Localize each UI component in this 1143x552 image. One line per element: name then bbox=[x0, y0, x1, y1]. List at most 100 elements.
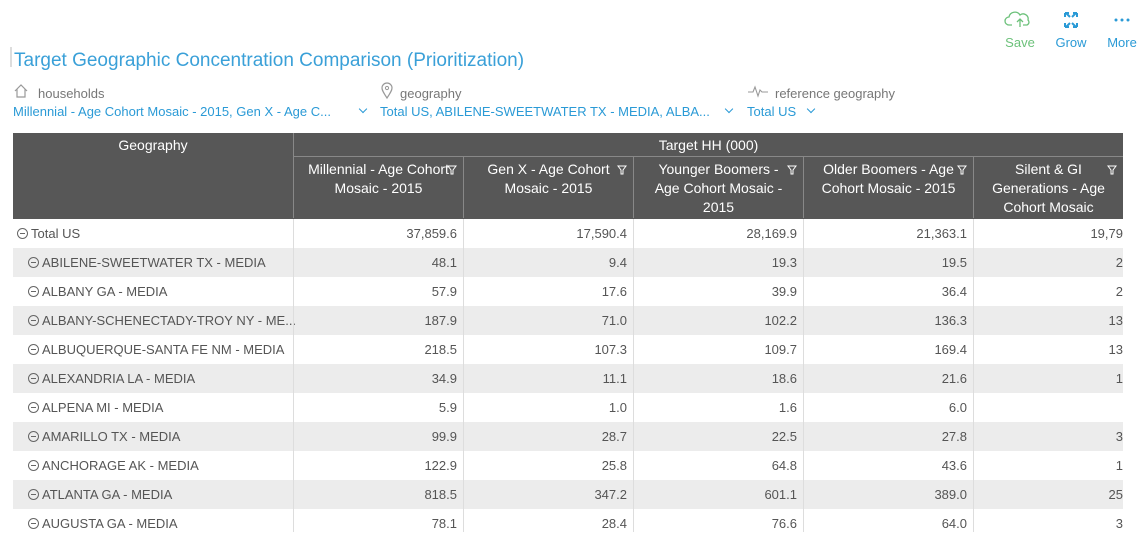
filter-value[interactable]: Total US, ABILENE-SWEETWATER TX - MEDIA,… bbox=[380, 104, 710, 119]
collapse-icon[interactable] bbox=[28, 460, 39, 471]
table-cell: 6.0 bbox=[803, 393, 973, 422]
filter-label: households bbox=[38, 86, 105, 101]
table-cell: 19,79 bbox=[973, 219, 1123, 248]
table-cell: 43.6 bbox=[803, 451, 973, 480]
table-cell: 1 bbox=[973, 451, 1123, 480]
table-cell bbox=[973, 393, 1123, 422]
table-cell: 122.9 bbox=[293, 451, 463, 480]
page-title: Target Geographic Concentration Comparis… bbox=[14, 50, 525, 71]
table-row: Total US 37,859.6 17,590.4 28,169.9 21,363.1… bbox=[13, 219, 1123, 248]
more-button[interactable]: More bbox=[1097, 8, 1143, 52]
grow-button[interactable]: Grow bbox=[1046, 8, 1096, 52]
table-cell: 25 bbox=[973, 480, 1123, 509]
geography-icon bbox=[381, 82, 393, 100]
table-cell: 21,363.1 bbox=[803, 219, 973, 248]
households-icon bbox=[14, 84, 28, 98]
table-cell: 13 bbox=[973, 306, 1123, 335]
table-cell: 107.3 bbox=[463, 335, 633, 364]
row-label: ALEXANDRIA LA - MEDIA bbox=[42, 371, 196, 386]
save-label: Save bbox=[1005, 35, 1035, 50]
collapse-icon[interactable] bbox=[28, 257, 39, 268]
column-filter-icon[interactable] bbox=[617, 165, 627, 175]
table-cell: 27.8 bbox=[803, 422, 973, 451]
dropdown-arrow[interactable] bbox=[358, 104, 368, 114]
table-cell: 22.5 bbox=[633, 422, 803, 451]
table-row: ALBUQUERQUE-SANTA FE NM - MEDIA 218.5 107.… bbox=[13, 335, 1123, 364]
row-label: ABILENE-SWEETWATER TX - MEDIA bbox=[42, 255, 266, 270]
table-cell: 1.0 bbox=[463, 393, 633, 422]
geography-header[interactable]: Geography bbox=[118, 137, 188, 153]
more-icon bbox=[1114, 18, 1130, 22]
collapse-icon[interactable] bbox=[17, 228, 28, 239]
table-cell: 389.0 bbox=[803, 480, 973, 509]
table-cell: 102.2 bbox=[633, 306, 803, 335]
table-cell: 601.1 bbox=[633, 480, 803, 509]
save-button[interactable]: Save bbox=[995, 8, 1045, 52]
table-cell: 169.4 bbox=[803, 335, 973, 364]
collapse-icon[interactable] bbox=[28, 286, 39, 297]
table-cell: 34.9 bbox=[293, 364, 463, 393]
table-cell: 9.4 bbox=[463, 248, 633, 277]
table-cell: 28,169.9 bbox=[633, 219, 803, 248]
column-header[interactable]: Younger Boomers - Age Cohort Mosaic - 20… bbox=[633, 157, 803, 218]
row-label: ALBANY GA - MEDIA bbox=[42, 284, 168, 299]
column-header[interactable]: Gen X - Age Cohort Mosaic - 2015 bbox=[463, 157, 633, 218]
table-cell: 21.6 bbox=[803, 364, 973, 393]
filter-label: reference geography bbox=[775, 86, 895, 101]
row-label: AUGUSTA GA - MEDIA bbox=[42, 516, 178, 531]
column-filter-icon[interactable] bbox=[957, 165, 967, 175]
table-row: ATLANTA GA - MEDIA 818.5 347.2 601.1 389.0 25 bbox=[13, 480, 1123, 509]
table-cell: 17,590.4 bbox=[463, 219, 633, 248]
grow-icon bbox=[1064, 12, 1078, 28]
row-label: ALBUQUERQUE-SANTA FE NM - MEDIA bbox=[42, 342, 285, 357]
table-row: ABILENE-SWEETWATER TX - MEDIA 48.1 9.4 19.3… bbox=[13, 248, 1123, 277]
filter-label: geography bbox=[400, 86, 462, 101]
table-cell: 11.1 bbox=[463, 364, 633, 393]
table-cell: 78.1 bbox=[293, 509, 463, 532]
filter-value[interactable]: Total US bbox=[747, 104, 797, 119]
table-cell: 1.6 bbox=[633, 393, 803, 422]
collapse-icon[interactable] bbox=[28, 373, 39, 384]
column-header[interactable]: Older Boomers - Age Cohort Mosaic - 2015 bbox=[803, 157, 973, 218]
table-cell: 347.2 bbox=[463, 480, 633, 509]
table-header bbox=[13, 133, 1123, 219]
save-icon bbox=[1004, 11, 1030, 27]
table-row: ALEXANDRIA LA - MEDIA 34.9 11.1 18.6 21.6 1 bbox=[13, 364, 1123, 393]
column-filter-icon[interactable] bbox=[787, 165, 797, 175]
collapse-icon[interactable] bbox=[28, 431, 39, 442]
collapse-icon[interactable] bbox=[28, 315, 39, 326]
dropdown-arrow[interactable] bbox=[806, 104, 816, 114]
table-cell: 3 bbox=[973, 509, 1123, 532]
column-header[interactable]: Silent & GI Generations - Age Cohort Mos… bbox=[973, 157, 1123, 234]
filter-value[interactable]: Millennial - Age Cohort Mosaic - 2015, G… bbox=[13, 104, 331, 119]
column-filter-icon[interactable] bbox=[1107, 165, 1117, 175]
collapse-icon[interactable] bbox=[28, 489, 39, 500]
table-cell: 2 bbox=[973, 277, 1123, 306]
data-table: Geography Target HH (000) Millennial - A… bbox=[13, 133, 1123, 532]
more-label: More bbox=[1107, 35, 1137, 50]
table-cell: 818.5 bbox=[293, 480, 463, 509]
table-row: ANCHORAGE AK - MEDIA 122.9 25.8 64.8 43.6 1 bbox=[13, 451, 1123, 480]
table-cell: 64.0 bbox=[803, 509, 973, 532]
table-cell: 64.8 bbox=[633, 451, 803, 480]
collapse-icon[interactable] bbox=[28, 402, 39, 413]
column-header[interactable]: Millennial - Age Cohort Mosaic - 2015 bbox=[293, 157, 463, 218]
table-cell: 2 bbox=[973, 248, 1123, 277]
group-header: Target HH (000) bbox=[293, 133, 1123, 157]
table-cell: 218.5 bbox=[293, 335, 463, 364]
collapse-icon[interactable] bbox=[28, 518, 39, 529]
table-cell: 13 bbox=[973, 335, 1123, 364]
dropdown-arrow[interactable] bbox=[724, 104, 734, 114]
table-cell: 3 bbox=[973, 422, 1123, 451]
table-row: ALBANY-SCHENECTADY-TROY NY - ME... 187.9 7… bbox=[13, 306, 1123, 335]
row-label: ALBANY-SCHENECTADY-TROY NY - ME... bbox=[42, 313, 297, 328]
table-cell: 109.7 bbox=[633, 335, 803, 364]
grow-label: Grow bbox=[1055, 35, 1087, 50]
column-filter-icon[interactable] bbox=[447, 165, 457, 175]
collapse-icon[interactable] bbox=[28, 344, 39, 355]
table-cell: 19.3 bbox=[633, 248, 803, 277]
table-cell: 76.6 bbox=[633, 509, 803, 532]
divider bbox=[10, 47, 12, 67]
row-label: AMARILLO TX - MEDIA bbox=[42, 429, 181, 444]
